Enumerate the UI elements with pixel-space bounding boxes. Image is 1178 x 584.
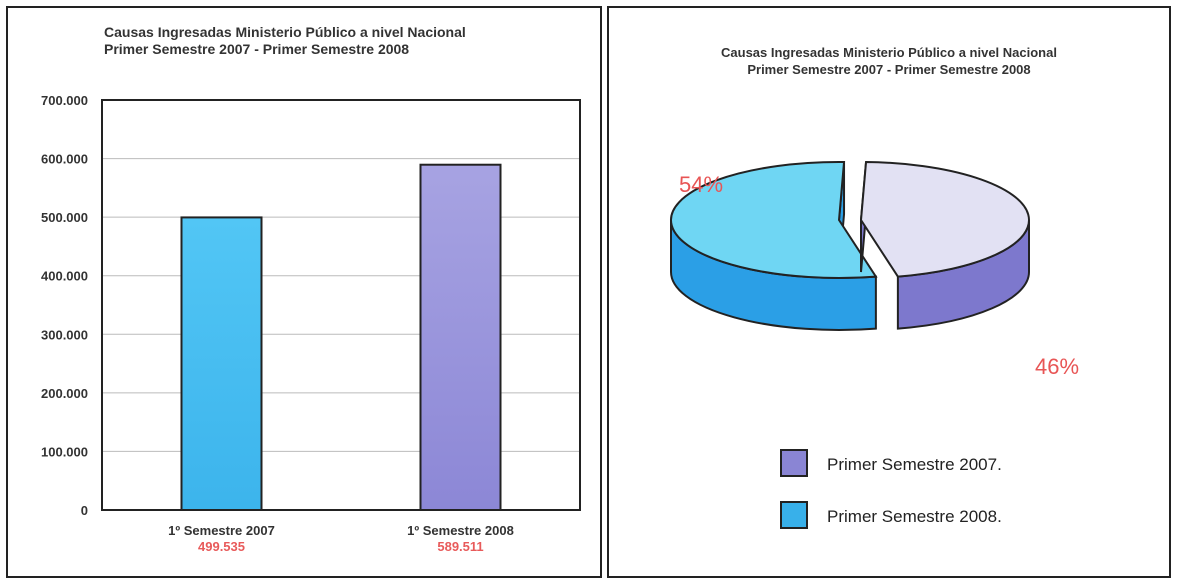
legend-label: Primer Semestre 2007.	[827, 455, 1002, 474]
pie-chart-title: Causas Ingresadas Ministerio Público a n…	[609, 44, 1169, 78]
bar-chart-title: Causas Ingresadas Ministerio Público a n…	[104, 24, 466, 58]
y-tick-label: 200.000	[41, 386, 88, 401]
legend-swatch	[780, 501, 808, 529]
pie-percent-label: 46%	[1035, 354, 1079, 379]
pie-slice	[670, 161, 878, 331]
y-tick-label: 600.000	[41, 152, 88, 167]
legend-label: Primer Semestre 2008.	[827, 507, 1002, 526]
pie-chart: 54% 46% Primer Semestre 2007. Primer Semest…	[670, 161, 1079, 529]
pie-slice-top	[670, 161, 878, 279]
bar-chart: 0 100.000 200.000 300.000 400.000 500.000 600.…	[41, 93, 581, 554]
y-tick-label: 300.000	[41, 327, 88, 342]
y-tick-label: 100.000	[41, 444, 88, 459]
bar	[419, 163, 502, 511]
y-tick-label: 0	[81, 503, 88, 518]
legend-swatch	[780, 449, 808, 477]
x-category-label: 1º Semestre 2007	[168, 523, 275, 538]
bar-value-label: 499.535	[198, 539, 245, 554]
bar-value-label: 589.511	[437, 539, 483, 554]
pie-chart-title-line2: Primer Semestre 2007 - Primer Semestre 2…	[747, 62, 1031, 77]
pie-slice-top	[859, 161, 1030, 278]
pie-chart-title-line1: Causas Ingresadas Ministerio Público a n…	[721, 45, 1057, 60]
x-category-label: 1º Semestre 2008	[407, 523, 514, 538]
y-tick-label: 400.000	[41, 269, 88, 284]
pie-slice	[859, 161, 1030, 330]
bar-chart-panel: Causas Ingresadas Ministerio Público a n…	[6, 6, 602, 578]
pie-chart-panel: Causas Ingresadas Ministerio Público a n…	[607, 6, 1171, 578]
plot-area	[101, 99, 581, 511]
bar-chart-title-line2: Primer Semestre 2007 - Primer Semestre 2…	[104, 41, 410, 57]
y-tick-label: 500.000	[41, 210, 88, 225]
pie-percent-label: 54%	[679, 172, 723, 197]
y-tick-label: 700.000	[41, 93, 88, 108]
bar-chart-title-line1: Causas Ingresadas Ministerio Público a n…	[104, 24, 466, 40]
bar	[180, 216, 263, 511]
